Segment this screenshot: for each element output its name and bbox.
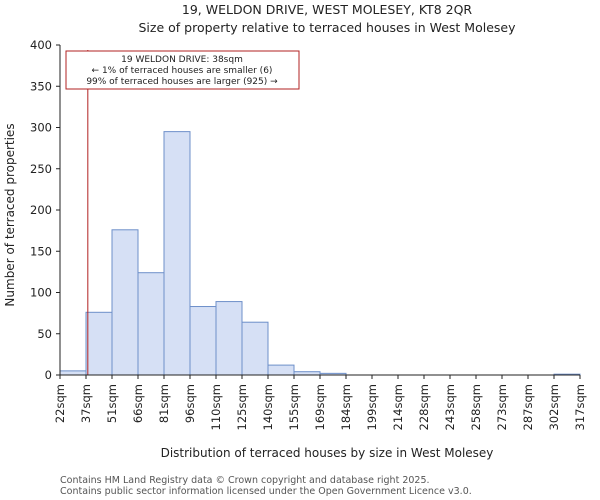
y-ticks-group: 0 50 100 150 200 250 300 350 400 <box>30 38 60 382</box>
annotation-line-3: 99% of terraced houses are larger (925) … <box>86 77 278 87</box>
bar-140sqm <box>267 364 295 376</box>
x-tick-label: 155sqm <box>287 384 301 430</box>
x-tick-label: 273sqm <box>495 384 509 430</box>
x-tick-label: 228sqm <box>417 384 431 430</box>
x-tick-label: 96sqm <box>183 384 197 423</box>
y-tick-label: 150 <box>30 244 52 258</box>
annotation-frame <box>65 50 300 90</box>
bar-81sqm <box>163 131 191 376</box>
x-tick-label: 51sqm <box>105 384 119 423</box>
bar-51sqm <box>111 229 139 376</box>
bars-group <box>59 131 581 376</box>
x-tick-label: 243sqm <box>443 384 457 430</box>
y-tick-label: 100 <box>30 286 52 300</box>
y-tick-label: 50 <box>37 327 52 341</box>
chart-title: 19, WELDON DRIVE, WEST MOLESEY, KT8 2QR <box>182 2 473 17</box>
x-tick-label: 258sqm <box>469 384 483 430</box>
annotation-line-1: 19 WELDON DRIVE: 38sqm <box>121 55 243 65</box>
x-tick-label: 110sqm <box>209 384 223 430</box>
x-tick-label: 125sqm <box>235 384 249 430</box>
x-tick-label: 169sqm <box>313 384 327 430</box>
bar-96sqm <box>189 306 217 376</box>
x-tick-label: 302sqm <box>547 384 561 430</box>
annotation-box: 19 WELDON DRIVE: 38sqm ← 1% of terraced … <box>65 50 300 90</box>
x-tick-label: 317sqm <box>573 384 587 430</box>
x-tick-label: 199sqm <box>365 384 379 430</box>
bar-66sqm <box>137 272 165 376</box>
chart-subtitle: Size of property relative to terraced ho… <box>138 20 516 35</box>
x-tick-label: 22sqm <box>53 384 67 423</box>
bar-37sqm <box>85 311 113 376</box>
footer-line-1: Contains HM Land Registry data © Crown c… <box>60 475 430 486</box>
x-tick-label: 37sqm <box>79 384 93 423</box>
y-tick-label: 200 <box>30 203 52 217</box>
y-tick-label: 400 <box>30 38 52 52</box>
bar-110sqm <box>215 301 243 376</box>
bar-125sqm <box>241 321 269 376</box>
x-tick-label: 81sqm <box>157 384 171 423</box>
x-tick-label: 214sqm <box>391 384 405 430</box>
x-tick-label: 184sqm <box>339 384 353 430</box>
bar-22sqm <box>59 370 87 376</box>
x-ticks-group: 22sqm 37sqm 51sqm 66sqm 81sqm 96sqm 110sqm 125s… <box>53 375 587 430</box>
y-axis-label: Number of terraced properties <box>3 123 17 306</box>
y-tick-label: 350 <box>30 79 52 93</box>
x-tick-label: 287sqm <box>521 384 535 430</box>
annotation-line-2: ← 1% of terraced houses are smaller (6) <box>92 66 273 76</box>
y-tick-label: 0 <box>45 368 52 382</box>
x-axis-label: Distribution of terraced houses by size … <box>161 446 494 460</box>
y-tick-label: 300 <box>30 121 52 135</box>
x-tick-label: 66sqm <box>131 384 145 423</box>
x-tick-label: 140sqm <box>261 384 275 430</box>
footer-line-2: Contains public sector information licen… <box>60 486 472 497</box>
y-tick-label: 250 <box>30 162 52 176</box>
